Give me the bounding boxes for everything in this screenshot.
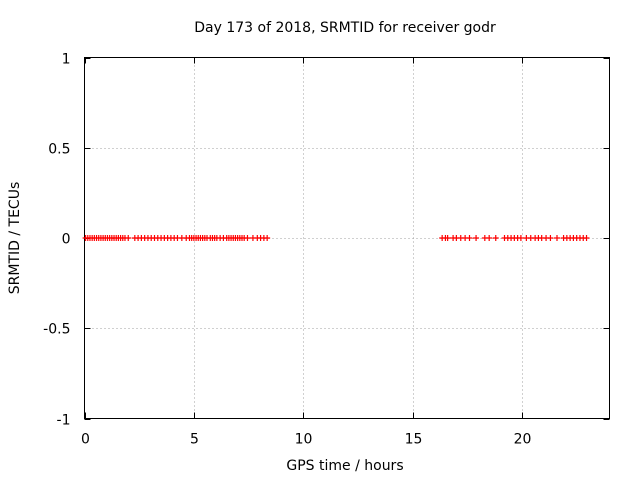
data-point — [264, 235, 271, 241]
y-tick-label: 0.5 — [48, 142, 70, 158]
data-point — [473, 235, 480, 241]
data-point — [547, 235, 554, 241]
data-point — [466, 235, 473, 241]
data-point — [517, 235, 524, 241]
x-axis-label: GPS time / hours — [286, 458, 403, 474]
axis-ticks — [84, 57, 610, 420]
y-tick-label: -1 — [57, 413, 71, 429]
y-tick-label: -0.5 — [43, 322, 70, 338]
data-point — [486, 235, 493, 241]
chart-title: Day 173 of 2018, SRMTID for receiver god… — [194, 20, 496, 36]
x-tick-label: 5 — [190, 432, 199, 448]
x-tick-label: 20 — [514, 432, 532, 448]
x-tick-label: 10 — [295, 432, 313, 448]
x-tick-label: 0 — [81, 432, 90, 448]
data-point — [244, 235, 251, 241]
y-tick-label: 0 — [62, 232, 71, 248]
data-points — [82, 235, 590, 241]
y-axis-label: SRMTID / TECUs — [7, 182, 23, 295]
x-tick-label: 15 — [405, 432, 423, 448]
y-tick-label: 1 — [62, 52, 71, 68]
data-point — [554, 235, 560, 241]
data-point — [125, 235, 132, 241]
data-point — [492, 235, 499, 241]
data-point — [583, 235, 590, 241]
tick-labels: 0 5 10 15 20 -1 -0.5 0 0.5 1 — [43, 52, 531, 448]
data-point — [444, 235, 451, 241]
